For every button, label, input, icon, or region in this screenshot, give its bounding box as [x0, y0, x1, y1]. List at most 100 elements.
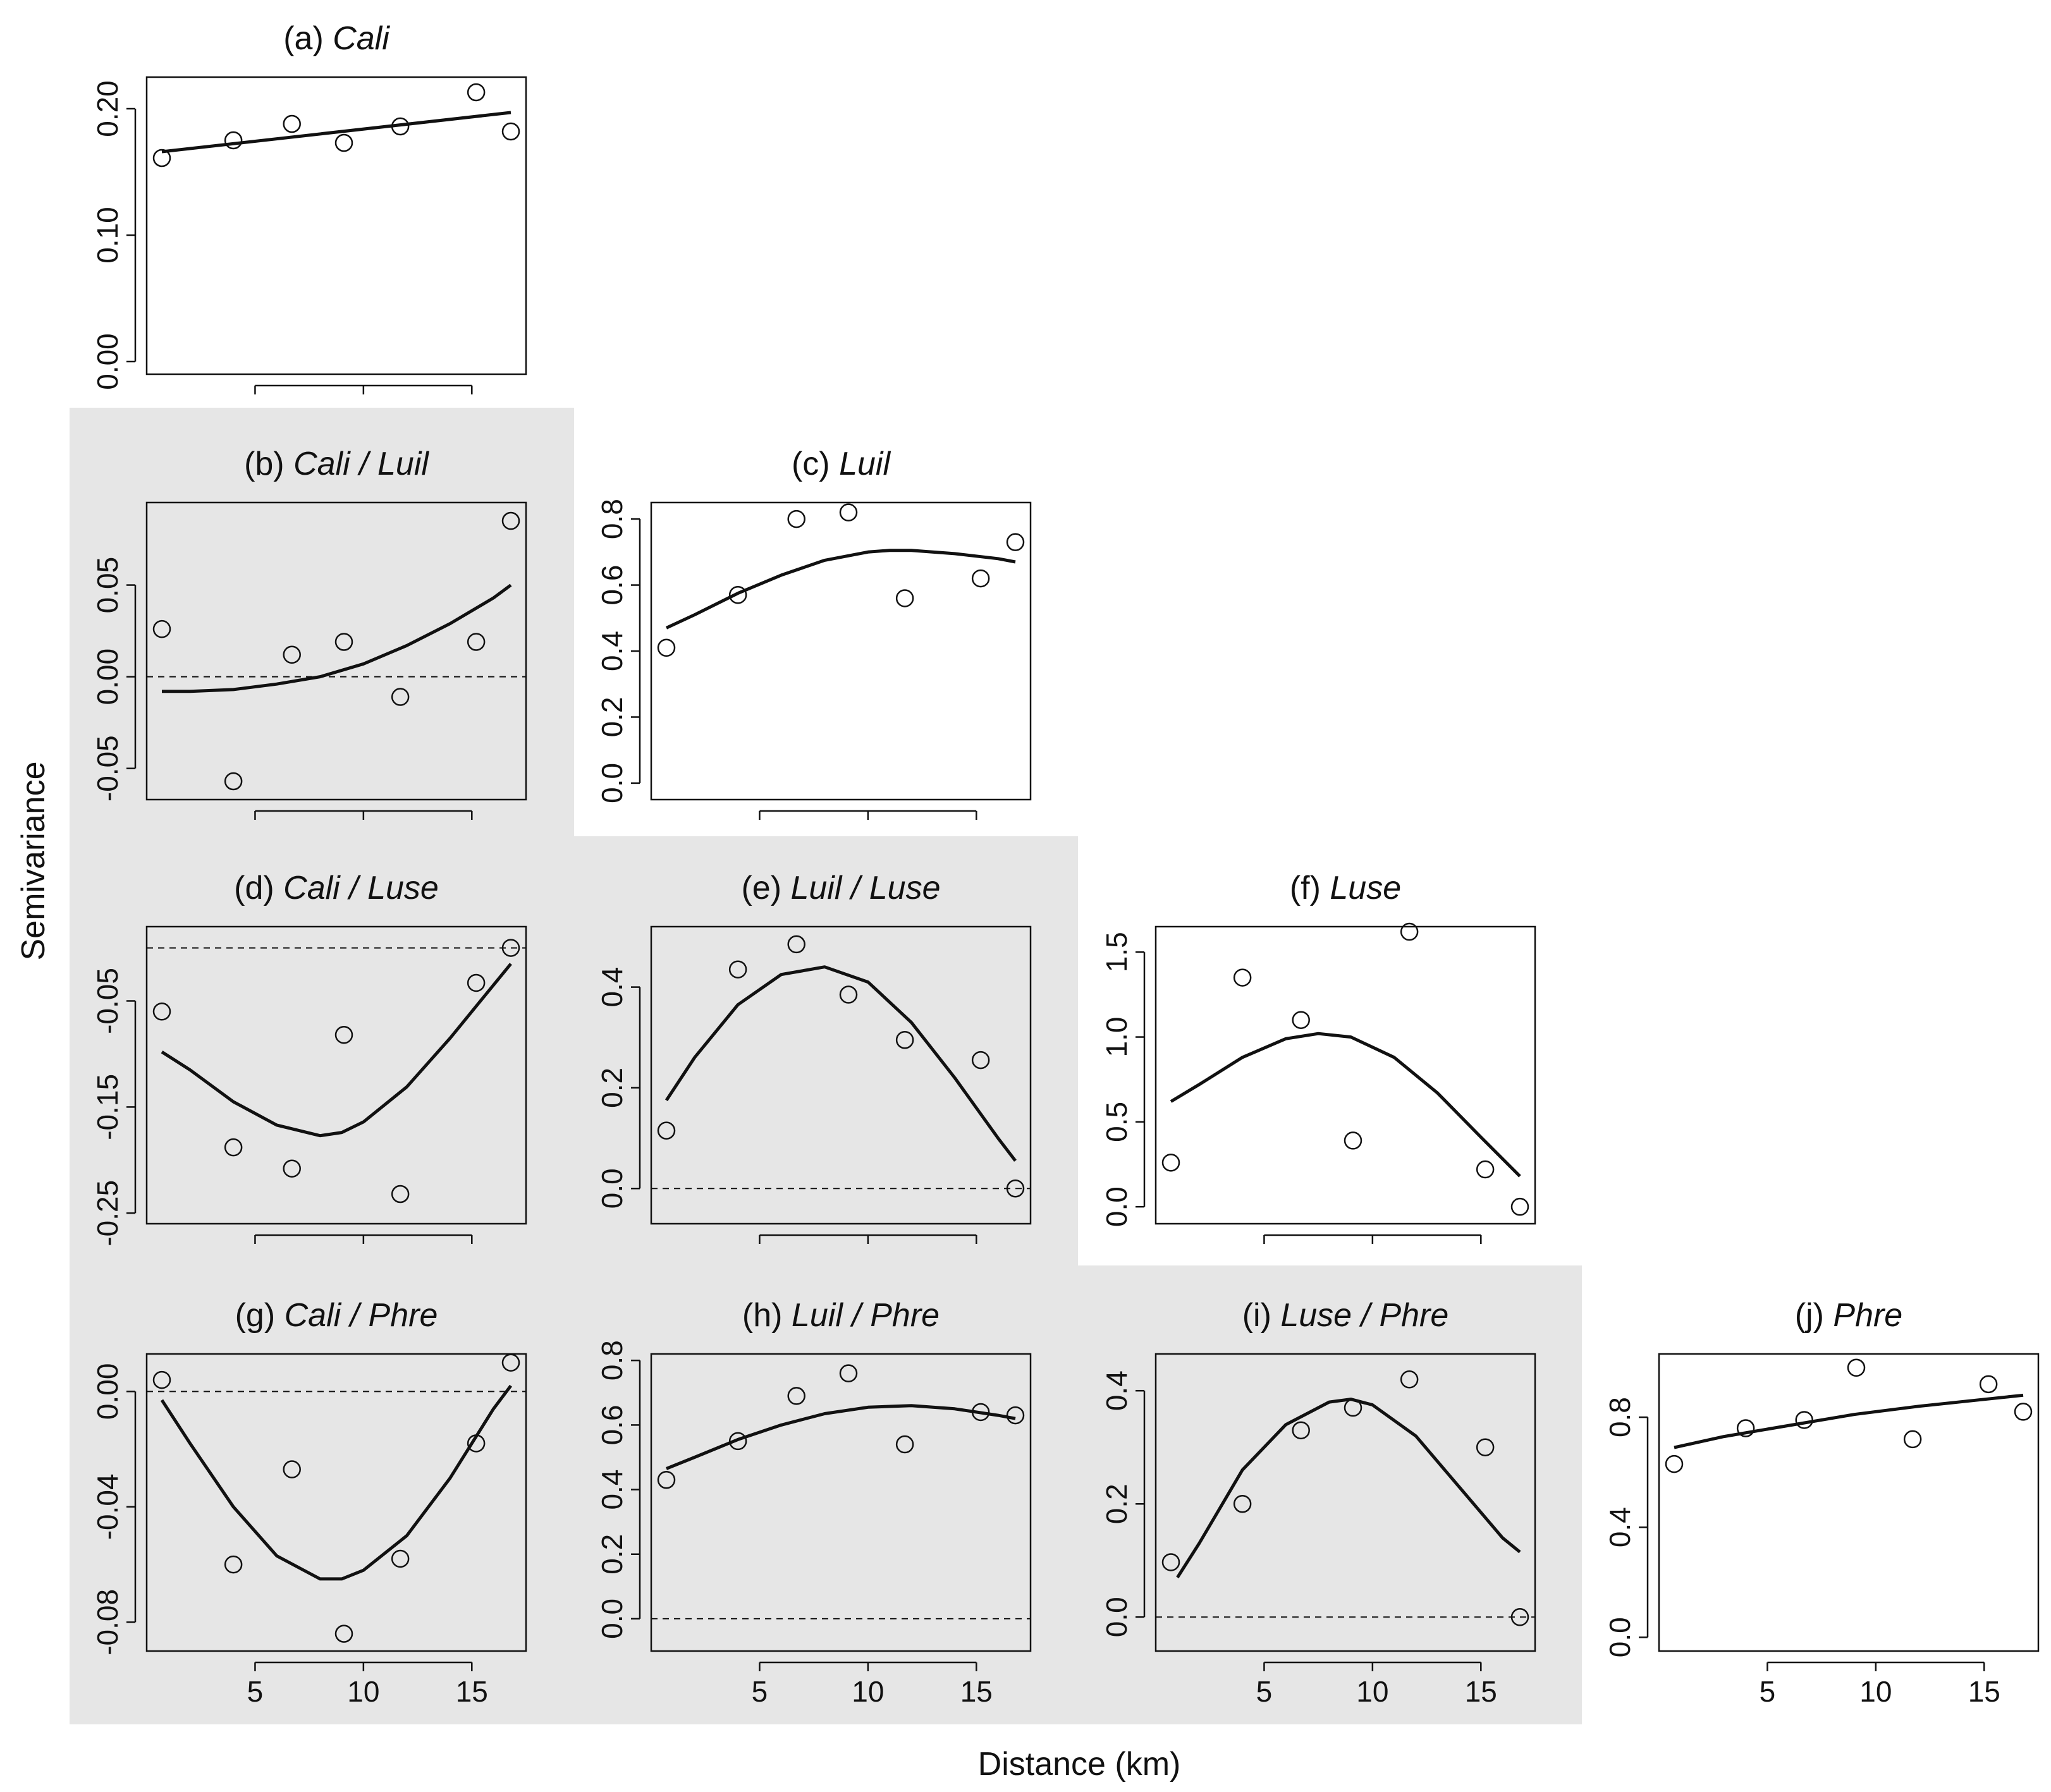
y-tick-label: 0.8: [1603, 1397, 1636, 1437]
data-point: [1344, 1398, 1362, 1417]
data-point: [1344, 1131, 1362, 1150]
panel-title-variable: Luse / Phre: [1280, 1297, 1448, 1334]
data-point: [728, 1432, 747, 1451]
y-tick-label: 0.8: [596, 1340, 628, 1381]
data-point: [334, 133, 353, 152]
y-tick-label: -0.08: [91, 1589, 124, 1655]
panel-title-label: (i): [1242, 1297, 1281, 1334]
y-tick-label: -0.25: [91, 1180, 124, 1246]
plot-frame: [145, 925, 527, 1225]
data-point: [1161, 1553, 1180, 1571]
data-point: [501, 511, 520, 530]
data-point: [895, 589, 914, 607]
data-point: [1400, 1370, 1419, 1389]
data-point: [2014, 1403, 2033, 1421]
shaded-background: [70, 408, 1582, 1724]
data-point: [1979, 1375, 1998, 1394]
data-point: [1233, 1494, 1252, 1513]
y-tick-label: 1.5: [1100, 932, 1133, 972]
panel-title: (g) Cali / Phre: [235, 1297, 438, 1334]
panel-title-label: (h): [742, 1297, 792, 1334]
y-tick-label: 0.00: [91, 1363, 124, 1420]
data-point: [152, 1370, 171, 1389]
panel-title-variable: Luil: [839, 446, 891, 482]
plot-frame: [650, 1353, 1032, 1652]
data-point: [224, 1555, 243, 1574]
y-tick-label: 0.20: [91, 80, 124, 137]
fitted-curve: [666, 1404, 1016, 1470]
x-tick-label: 10: [1356, 1675, 1388, 1708]
y-tick-label: 0.2: [596, 1534, 628, 1575]
y-tick-label: 0.0: [1100, 1597, 1133, 1637]
plot-frame: [145, 1353, 527, 1652]
data-point: [152, 1003, 171, 1021]
x-tick-label: 10: [852, 1675, 884, 1708]
data-point: [283, 1460, 301, 1478]
data-point: [283, 114, 301, 133]
panel-title-variable: Luse: [1330, 870, 1401, 906]
x-axis-label: Distance (km): [978, 1746, 1181, 1783]
panel-title-label: (b): [244, 446, 293, 482]
panel-title-variable: Cali / Luse: [283, 870, 439, 906]
data-point: [391, 1185, 410, 1204]
y-tick-label: 0.0: [596, 1599, 628, 1639]
fitted-curve: [665, 549, 1016, 630]
y-tick-label: 0.4: [596, 1470, 628, 1510]
y-tick-label: 1.0: [1100, 1017, 1133, 1058]
x-tick-label: 5: [752, 1675, 768, 1708]
data-point: [787, 1387, 805, 1405]
data-point: [1233, 968, 1252, 987]
data-point: [787, 509, 805, 528]
data-point: [728, 960, 747, 978]
data-point: [467, 1434, 486, 1453]
y-tick-label: 0.00: [91, 649, 124, 705]
data-point: [1161, 1154, 1180, 1172]
y-tick-label: 0.6: [596, 565, 628, 606]
data-point: [657, 1470, 676, 1489]
data-point: [1510, 1608, 1529, 1626]
panel-a: (a) Cali 0.00 0.10 0.20: [91, 20, 527, 394]
x-tick-label: 15: [1968, 1675, 2000, 1708]
data-point: [787, 935, 805, 954]
y-tick-label: 0.4: [596, 967, 628, 1008]
panel-title-variable: Luil / Phre: [792, 1297, 940, 1334]
plot-frame: [145, 76, 527, 375]
y-tick-label: 0.0: [1100, 1186, 1133, 1227]
plot-frame: [650, 501, 1032, 801]
data-point: [1795, 1411, 1813, 1429]
panel-title: (i) Luse / Phre: [1242, 1297, 1449, 1334]
data-point: [334, 1025, 353, 1044]
data-point: [1847, 1358, 1866, 1377]
data-point: [283, 1159, 301, 1178]
fitted-curve: [161, 111, 511, 154]
data-point: [334, 1624, 353, 1643]
x-tick-label: 15: [960, 1675, 993, 1708]
panel-title-label: (f): [1290, 870, 1330, 906]
plot-frame: [145, 501, 527, 801]
data-point: [391, 1549, 410, 1568]
fitted-curve: [161, 963, 512, 1138]
panel-h: (h) Luil / Phre 0.0 0.2 0.4 0.6 0.8 5 10 15: [596, 1297, 1032, 1708]
fitted-curve: [1170, 1032, 1521, 1178]
x-tick-label: 5: [247, 1675, 264, 1708]
x-tick-label: 10: [347, 1675, 379, 1708]
panel-e: (e) Luil / Luse 0.0 0.2 0.4: [596, 870, 1032, 1244]
data-point: [971, 1403, 990, 1422]
data-point: [391, 688, 410, 706]
y-tick-label: 0.00: [91, 333, 124, 390]
plot-frame: [1154, 1353, 1536, 1652]
panel-title-variable: Cali / Phre: [285, 1297, 438, 1334]
y-tick-label: 0.2: [596, 1068, 628, 1108]
y-tick-label: 0.4: [1100, 1370, 1133, 1411]
panel-title-label: (a): [283, 20, 333, 57]
panel-title-label: (c): [792, 446, 839, 482]
panel-j: (j) Phre 0.0 0.4 0.8 5 10 15: [1603, 1297, 2040, 1708]
data-point: [283, 645, 301, 664]
y-tick-label: 0.0: [596, 1168, 628, 1209]
y-tick-label: -0.05: [91, 735, 124, 802]
plot-frame: [1658, 1353, 2040, 1652]
panel-title: (h) Luil / Phre: [742, 1297, 940, 1334]
panel-b: (b) Cali / Luil -0.05 0.00 0.05: [91, 446, 527, 820]
data-point: [839, 1364, 858, 1382]
